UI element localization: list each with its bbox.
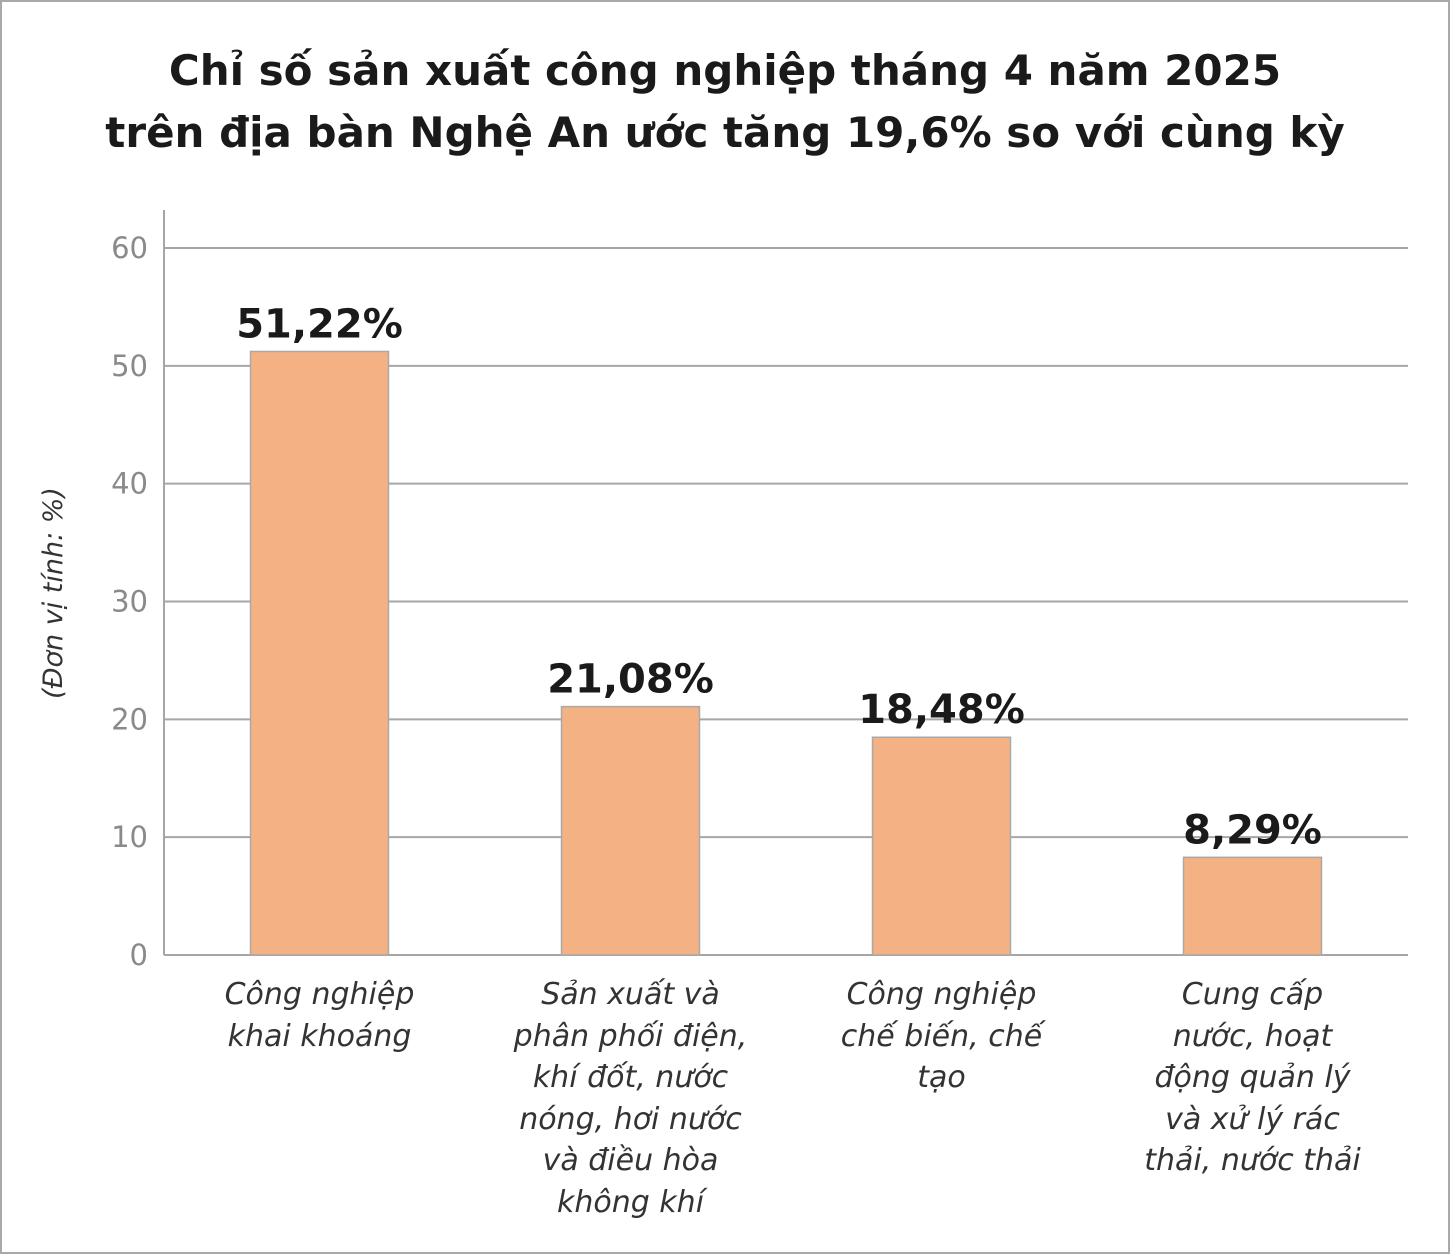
- y-tick-label: 20: [111, 702, 148, 736]
- category-label-line: phân phối điện,: [513, 1018, 748, 1054]
- category-label-line: Cung cấp: [1181, 977, 1324, 1012]
- category-label: Sản xuất và phân phối điện, khí đốt, nước n…: [481, 974, 781, 1223]
- category-label: Công nghiệp chế biến, chế tạo: [792, 974, 1092, 1099]
- chart-title: Chỉ số sản xuất công nghiệp tháng 4 năm …: [0, 40, 1450, 164]
- y-tick-label: 60: [111, 231, 148, 265]
- value-label: 18,48%: [858, 687, 1025, 733]
- category-label: Công nghiệp khai khoáng: [170, 974, 470, 1057]
- bar: [249, 350, 390, 956]
- category-label-line: thải, nước thải: [1144, 1143, 1361, 1178]
- category-label-line: động quản lý: [1154, 1060, 1351, 1095]
- bars: [249, 350, 1323, 956]
- bar: [1182, 856, 1323, 956]
- category-label-line: chế biến, chế: [840, 1018, 1043, 1054]
- category-label-line: khí đốt, nước: [532, 1060, 729, 1095]
- y-tick-label: 30: [111, 585, 148, 619]
- category-label-line: Công nghiệp: [846, 977, 1037, 1012]
- value-labels: 51,22% 21,08% 18,48% 8,29%: [236, 301, 1322, 853]
- category-label-line: khai khoáng: [227, 1018, 412, 1054]
- category-label-line: tạo: [917, 1060, 966, 1095]
- category-label-line: Sản xuất và: [541, 977, 720, 1012]
- value-label: 21,08%: [547, 657, 714, 703]
- category-label-line: nước, hoạt: [1172, 1018, 1333, 1054]
- category-label-line: và điều hòa: [542, 1143, 719, 1178]
- category-label: Cung cấp nước, hoạt động quản lý và xử lý r…: [1103, 974, 1403, 1182]
- y-tick-label: 40: [111, 467, 148, 501]
- value-label: 8,29%: [1183, 807, 1322, 853]
- y-tick-label: 10: [111, 820, 148, 854]
- category-label-line: Công nghiệp: [224, 977, 415, 1012]
- y-tick-label: 0: [130, 938, 148, 972]
- bar: [560, 705, 701, 956]
- category-label-line: không khí: [556, 1184, 705, 1220]
- bar: [871, 736, 1012, 956]
- y-axis-label: (Đơn vị tính: %): [38, 487, 69, 699]
- y-axis-ticks: 0 10 20 30 40 50 60: [111, 231, 148, 972]
- category-label-line: nóng, hơi nước: [519, 1101, 742, 1137]
- category-label-line: và xử lý rác: [1165, 1101, 1340, 1137]
- value-label: 51,22%: [236, 301, 403, 347]
- chart-title-line-2: trên địa bàn Nghệ An ước tăng 19,6% so v…: [105, 108, 1345, 157]
- y-tick-label: 50: [111, 349, 148, 383]
- chart-title-line-1: Chỉ số sản xuất công nghiệp tháng 4 năm …: [168, 46, 1282, 95]
